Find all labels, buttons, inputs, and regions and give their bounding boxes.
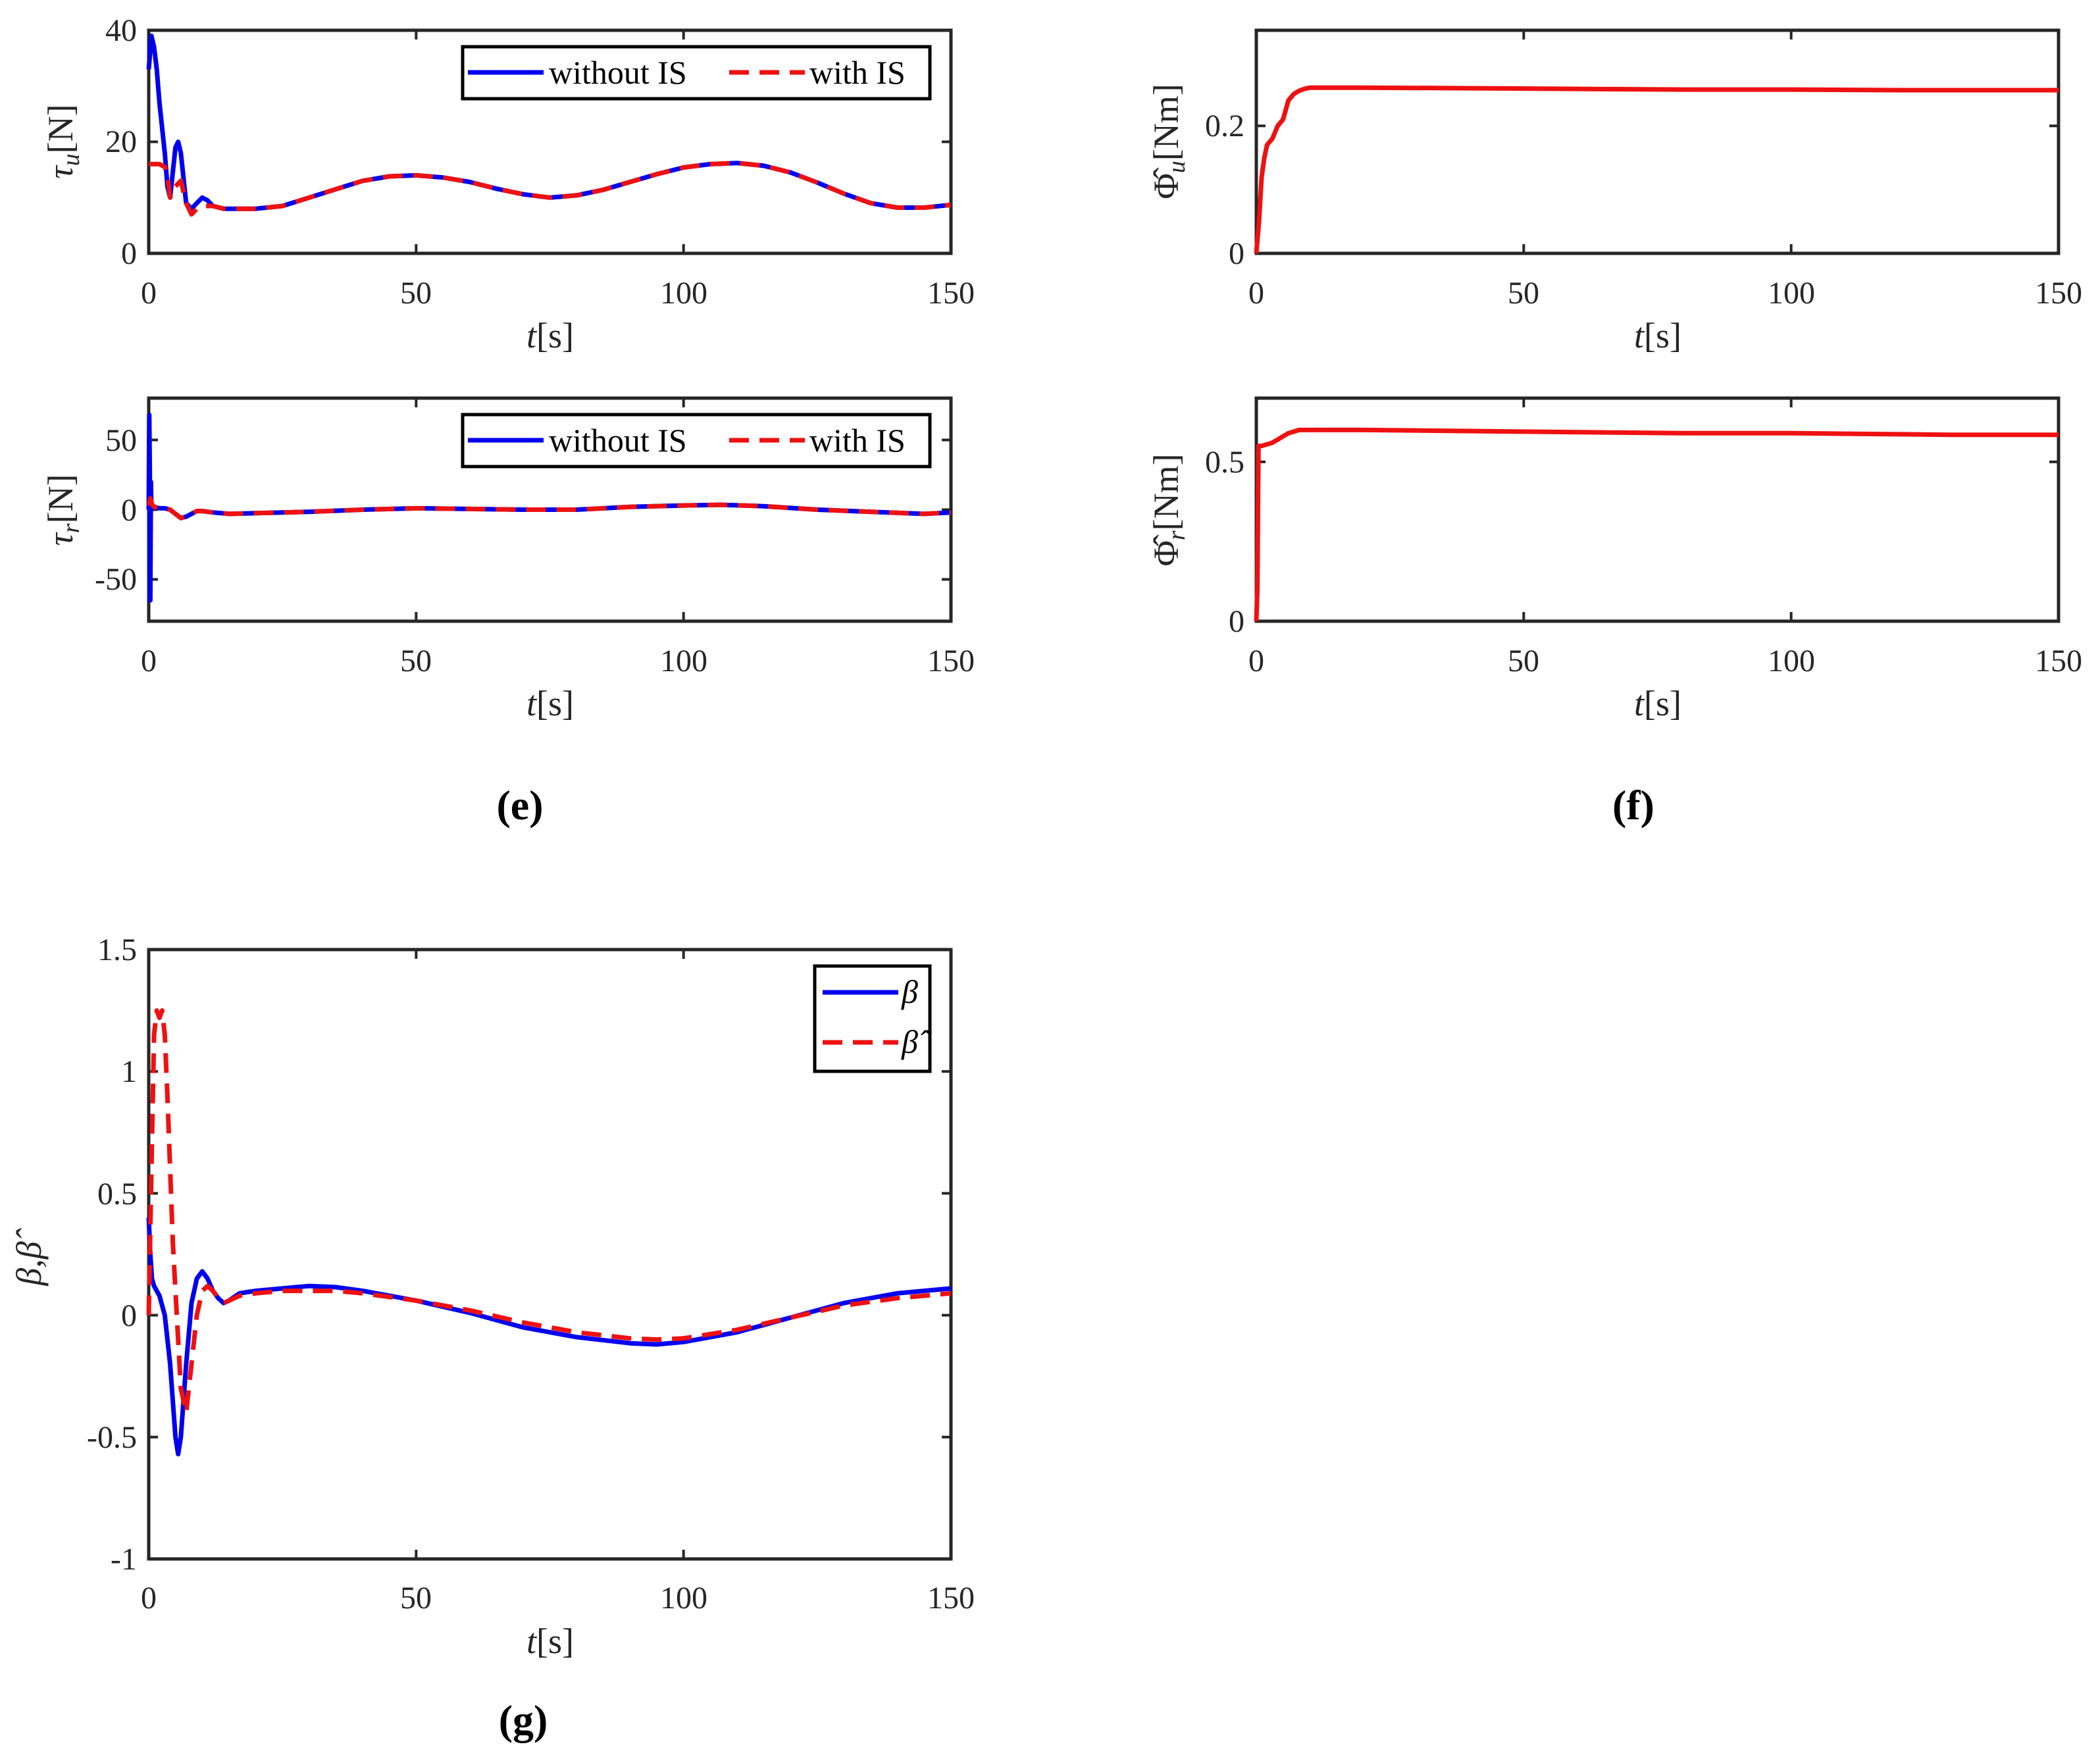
xlabel-unit-e-top: [s] [536, 316, 574, 355]
series-line-e-top-1 [149, 161, 952, 217]
xlabel-g: t[s] [526, 1621, 574, 1661]
chart-f-bottom: 0 50 100 150 0 0.5 t[s] Φ̂r[Nm] [1146, 396, 2082, 723]
xlabel-f-bottom: t[s] [1634, 684, 1681, 723]
series-line-g-1 [146, 1008, 952, 1415]
ylabel-sub-e-bottom: r [57, 523, 85, 533]
ytick-label-g-3: 0.5 [97, 1177, 137, 1211]
xtick-label-e-bottom-0: 0 [141, 644, 157, 678]
legend-g: β β̂ [813, 964, 932, 1073]
xlabel-var-f-bottom: t [1634, 684, 1645, 723]
chart-e-top: 0 50 100 150 0 20 40 t[s] τu[N] without … [41, 13, 975, 355]
ytick-label-e-bottom-0: -50 [95, 562, 137, 597]
xlabel-f-top: t[s] [1634, 316, 1681, 355]
chart-f-top: 0 50 100 150 0 0.2 t[s] Φ̂u[Nm] [1146, 28, 2082, 355]
xlabel-e-bottom: t[s] [526, 684, 574, 723]
ylabel-sub-f-bottom: r [1163, 530, 1191, 540]
xtick-label-g-3: 150 [927, 1581, 975, 1616]
legend-label-e-top-1: with IS [809, 54, 906, 91]
ylabel-var-e-top: τ [41, 165, 80, 179]
xlabel-var-g: t [526, 1621, 538, 1661]
ytick-label-e-top-0: 0 [121, 236, 137, 271]
xtick-label-f-top-1: 50 [1508, 276, 1539, 311]
ytick-label-f-top-1: 0.2 [1205, 109, 1244, 143]
legend-label-e-top-0: without IS [549, 54, 687, 91]
xlabel-e-top: t[s] [526, 316, 574, 355]
xtick-label-f-bottom-0: 0 [1248, 644, 1264, 678]
ytick-label-f-top-0: 0 [1229, 236, 1244, 271]
ylabel-e-bottom: τr[N] [41, 474, 85, 546]
xtick-label-f-top-2: 100 [1768, 276, 1815, 311]
xtick-label-f-bottom-1: 50 [1508, 644, 1539, 678]
xlabel-unit-f-top: [s] [1644, 316, 1681, 355]
ylabel-var-e-bottom: τ [41, 532, 80, 546]
xtick-label-f-top-0: 0 [1248, 276, 1264, 311]
xtick-marks-g [147, 948, 952, 1560]
ylabel-sub-f-top: u [1163, 161, 1191, 173]
xlabel-var-e-bottom: t [526, 684, 538, 723]
legend-label-e-bottom-1: with IS [809, 422, 906, 459]
xtick-label-g-0: 0 [141, 1581, 157, 1616]
plot-frame-f-top [1254, 28, 2061, 255]
xlabel-unit-g: [s] [536, 1621, 574, 1661]
legend-box-g [813, 964, 932, 1073]
xtick-label-f-bottom-3: 150 [2035, 644, 2082, 678]
xtick-label-f-bottom-2: 100 [1768, 644, 1815, 678]
ytick-label-g-5: 1.5 [97, 932, 137, 967]
ylabel-g: β,β̂ [9, 1227, 49, 1286]
xtick-label-e-bottom-3: 150 [927, 644, 975, 678]
xtick-label-g-1: 50 [400, 1581, 432, 1616]
ytick-label-e-top-2: 40 [105, 13, 137, 48]
ylabel-f-top: Φ̂u[Nm] [1146, 84, 1191, 199]
ytick-label-f-bottom-1: 0.5 [1205, 445, 1244, 480]
xlabel-var-f-top: t [1634, 316, 1645, 355]
ylabel-unit-e-top: [N] [41, 104, 80, 153]
series-line-f-bottom-0 [1254, 427, 2059, 622]
xtick-label-e-bottom-2: 100 [660, 644, 707, 678]
xtick-label-f-top-3: 150 [2035, 276, 2082, 311]
ytick-label-g-0: -1 [111, 1542, 137, 1577]
xtick-label-e-top-1: 50 [400, 276, 432, 311]
xtick-label-e-bottom-1: 50 [400, 644, 432, 678]
ytick-label-g-1: -0.5 [87, 1420, 137, 1455]
legend-e-bottom: without IS with IS [461, 413, 932, 469]
ylabel-unit-f-top: [Nm] [1146, 84, 1186, 161]
ylabel-unit-e-bottom: [N] [41, 474, 80, 523]
legend-label-e-bottom-0: without IS [549, 422, 687, 459]
series-line-f-top-0 [1254, 85, 2059, 254]
xlabel-unit-f-bottom: [s] [1644, 684, 1681, 723]
xtick-label-e-top-0: 0 [141, 276, 157, 311]
ytick-label-e-bottom-1: 0 [121, 493, 137, 528]
ytick-label-g-2: 0 [121, 1298, 137, 1333]
xlabel-var-e-top: t [526, 316, 538, 355]
ylabel-e-top: τu[N] [41, 104, 85, 178]
ytick-label-e-top-1: 20 [105, 124, 137, 159]
chart-g: 0 50 100 150 -1 -0.5 0 0.5 1 1.5 t[s] β,… [9, 932, 975, 1661]
xtick-marks-e-top [147, 29, 952, 255]
ytick-label-e-bottom-2: 50 [105, 423, 137, 458]
legend-e-top: without IS with IS [461, 45, 932, 101]
caption-f: (f) [1612, 782, 1654, 829]
ytick-label-g-4: 1 [121, 1054, 137, 1089]
ylabel-sub-e-top: u [57, 153, 85, 166]
xtick-marks-e-bottom [147, 398, 952, 621]
xtick-label-g-2: 100 [660, 1581, 707, 1616]
caption-g: (g) [499, 1696, 548, 1743]
caption-e: (e) [496, 782, 543, 829]
xtick-label-e-top-2: 100 [660, 276, 707, 311]
chart-e-bottom: 0 50 100 150 -50 0 50 t[s] τr[N] without… [41, 396, 975, 723]
legend-label-g-0: β [901, 973, 918, 1010]
xtick-label-e-top-3: 150 [927, 276, 975, 311]
xlabel-unit-e-bottom: [s] [536, 684, 574, 723]
ytick-label-f-bottom-0: 0 [1229, 604, 1244, 639]
ylabel-unit-f-bottom: [Nm] [1146, 453, 1186, 530]
ylabel-f-bottom: Φ̂r[Nm] [1146, 453, 1191, 566]
series-line-e-bottom-1 [146, 496, 952, 521]
